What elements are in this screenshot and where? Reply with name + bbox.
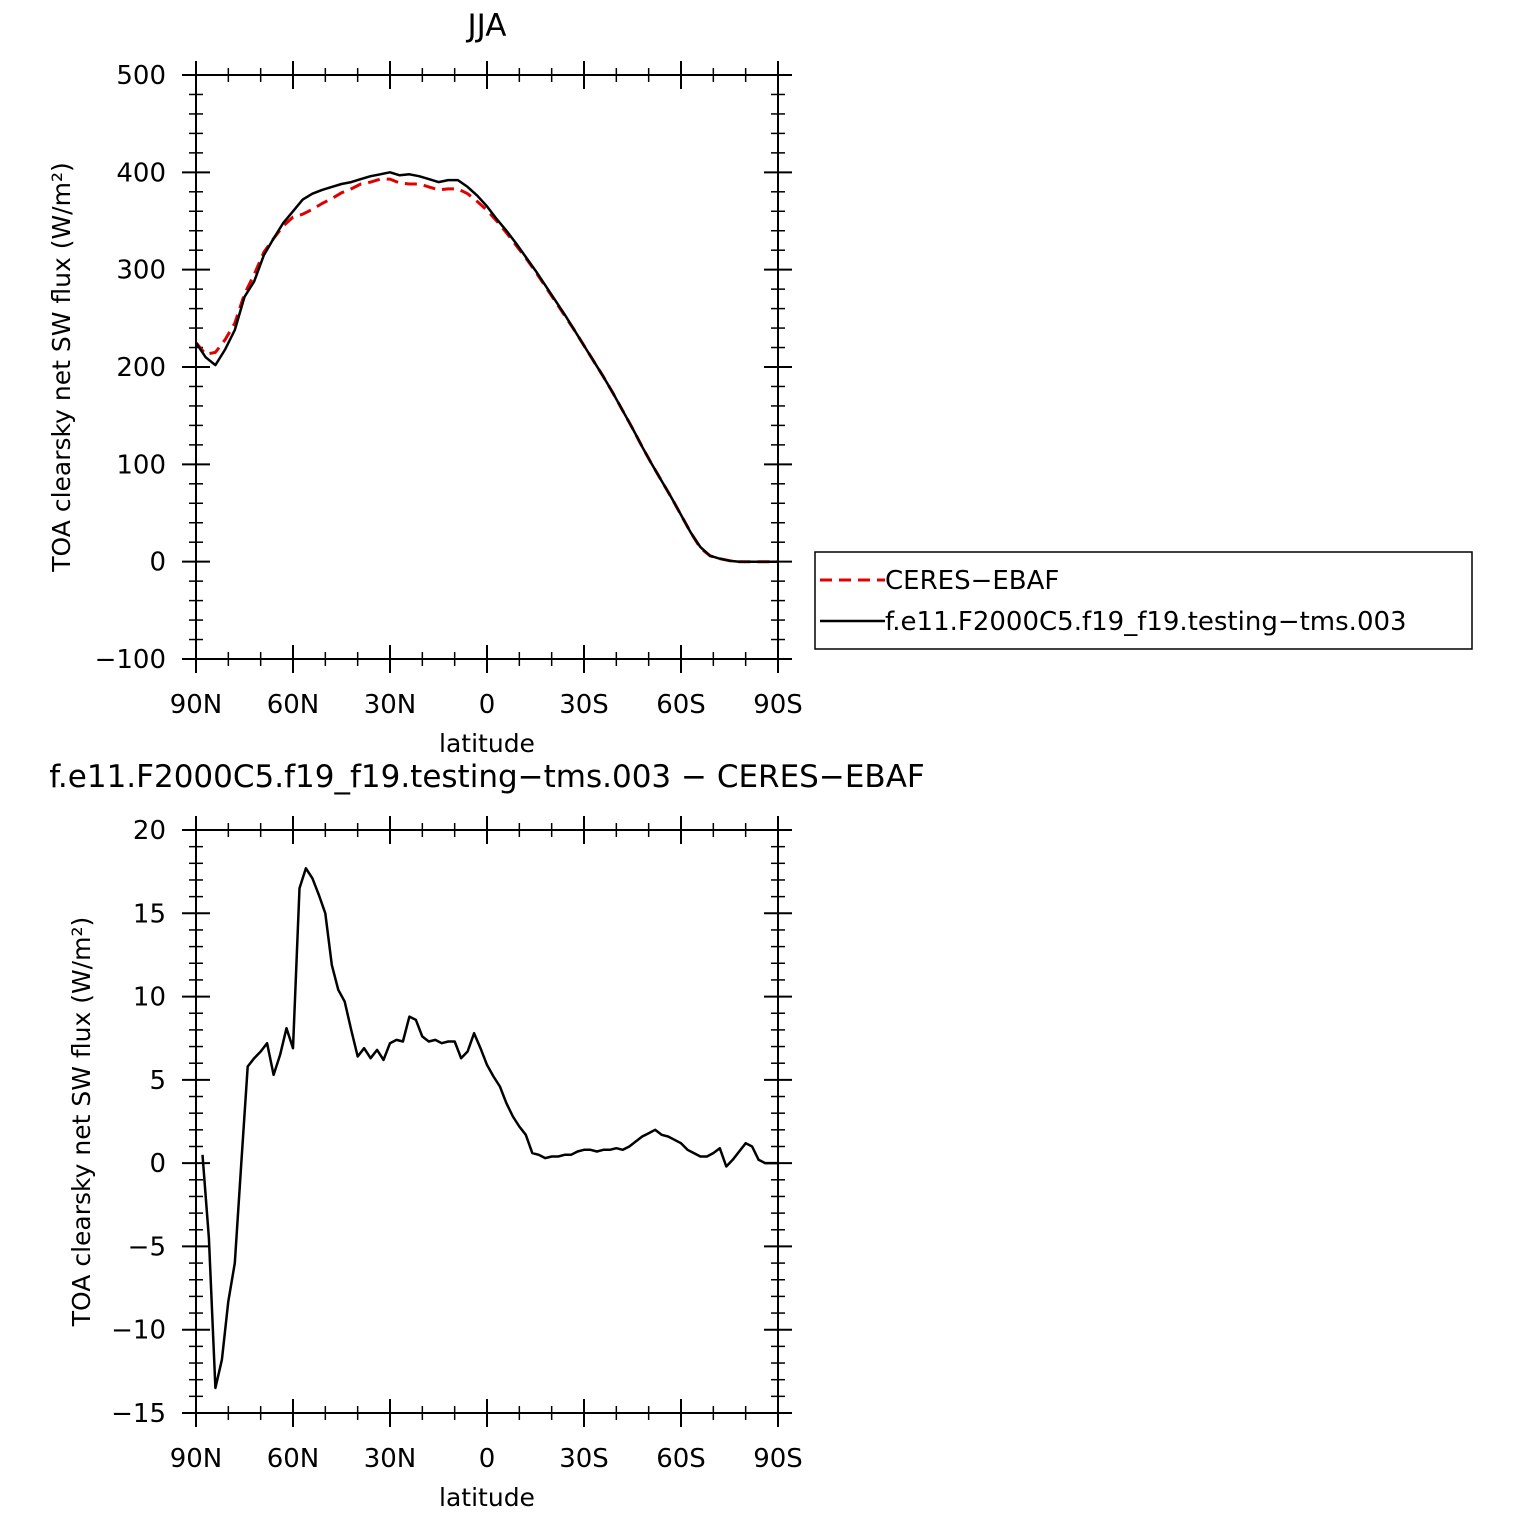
x-tick-label: 60S [656,690,706,720]
x-tick-label: 90N [170,690,223,720]
x-tick-label: 60N [267,1444,320,1474]
bottom-panel-difference: f.e11.F2000C5.f19_f19.testing−tms.003 − … [49,759,924,1512]
x-tick-label: 90S [753,1444,803,1474]
x-tick-label: 0 [479,690,496,720]
y-tick-label: 20 [133,816,166,846]
x-tick-label: 60S [656,1444,706,1474]
y-tick-label: 5 [149,1066,166,1096]
top-panel-flux: JJA −100 0 100 200 300 400 500 90N 60N 30N 0 30S 60S 9… [47,8,1473,758]
legend-box [814,551,1473,650]
series-line-0 [194,177,778,564]
plot-frame [195,829,779,1414]
y-tick-label: 15 [133,899,166,929]
x-tick-label: 0 [479,1444,496,1474]
x-tick-label: 90S [753,690,803,720]
y-tick-label: 10 [133,983,166,1013]
legend-label-1: f.e11.F2000C5.f19_f19.testing−tms.003 [885,607,1407,637]
x-tick-label: 90N [170,1444,223,1474]
y-axis-label: TOA clearsky net SW flux (W/m²) [47,162,76,572]
legend-label-0: CERES−EBAF [885,566,1059,596]
y-tick-label: 400 [116,158,166,188]
x-tick-label: 60N [267,690,320,720]
chart-title: f.e11.F2000C5.f19_f19.testing−tms.003 − … [49,759,924,795]
x-tick-label: 30N [364,1444,417,1474]
y-axis-label: TOA clearsky net SW flux (W/m²) [67,917,96,1327]
x-tick-label: 30N [364,690,417,720]
y-tick-label: 200 [116,353,166,383]
x-axis-label: latitude [439,1483,535,1512]
y-tick-label: 500 [116,61,166,91]
y-tick-label: −5 [128,1232,166,1262]
y-tick-label: 0 [149,548,166,578]
y-tick-label: 300 [116,256,166,286]
chart-title: JJA [466,8,507,44]
x-tick-label: 30S [559,690,609,720]
y-tick-label: 100 [116,450,166,480]
y-tick-label: 0 [149,1149,166,1179]
y-tick-label: −15 [111,1399,166,1429]
y-tick-label: −100 [95,645,166,675]
series-line-1 [194,171,778,563]
x-axis-label: latitude [439,729,535,758]
y-tick-label: −10 [111,1316,166,1346]
series-line-0 [201,867,778,1390]
x-tick-label: 30S [559,1444,609,1474]
plot-frame [195,74,779,660]
